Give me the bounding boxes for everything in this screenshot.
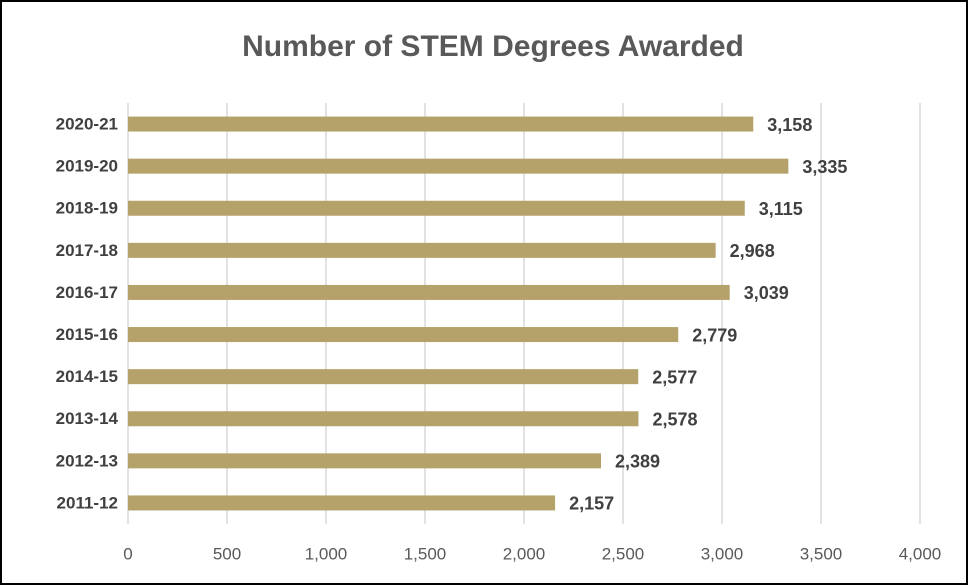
x-tick-label: 3,000 <box>701 544 744 563</box>
data-label: 3,115 <box>759 199 803 219</box>
bar <box>128 411 639 427</box>
y-tick-label: 2015-16 <box>56 325 118 344</box>
data-label: 2,968 <box>730 241 775 261</box>
y-tick-label: 2012-13 <box>56 451 118 470</box>
y-tick-label: 2013-14 <box>56 409 119 428</box>
bar <box>128 453 602 469</box>
bar <box>128 158 789 174</box>
y-tick-label: 2016-17 <box>56 283 118 302</box>
bar <box>128 327 679 343</box>
x-tick-label: 2,000 <box>503 544 546 563</box>
data-label: 3,335 <box>802 157 847 177</box>
x-tick-label: 4,000 <box>899 544 942 563</box>
y-tick-label: 2017-18 <box>56 241 118 260</box>
y-tick-label: 2014-15 <box>56 367 118 386</box>
bar <box>128 495 556 511</box>
y-tick-label: 2018-19 <box>56 199 118 218</box>
bar <box>128 369 639 385</box>
data-label: 2,157 <box>569 494 614 514</box>
data-label: 3,039 <box>744 283 789 303</box>
data-label: 2,389 <box>615 452 660 472</box>
chart-title: Number of STEM Degrees Awarded <box>242 30 744 63</box>
bar <box>128 116 754 132</box>
x-tick-label: 1,000 <box>305 544 348 563</box>
data-label: 3,158 <box>767 115 812 135</box>
y-tick-label: 2019-20 <box>56 157 118 176</box>
x-tick-label: 500 <box>213 544 241 563</box>
x-tick-label: 1,500 <box>404 544 447 563</box>
x-tick-label: 0 <box>123 544 132 563</box>
bar <box>128 200 745 216</box>
bar <box>128 242 716 258</box>
data-label: 2,577 <box>652 367 697 387</box>
x-tick-label: 2,500 <box>602 544 645 563</box>
data-label: 2,578 <box>652 410 697 430</box>
y-tick-label: 2011-12 <box>57 493 118 512</box>
bar <box>128 284 730 300</box>
y-tick-label: 2020-21 <box>56 115 118 134</box>
data-label: 2,779 <box>692 325 737 345</box>
x-tick-label: 3,500 <box>800 544 843 563</box>
